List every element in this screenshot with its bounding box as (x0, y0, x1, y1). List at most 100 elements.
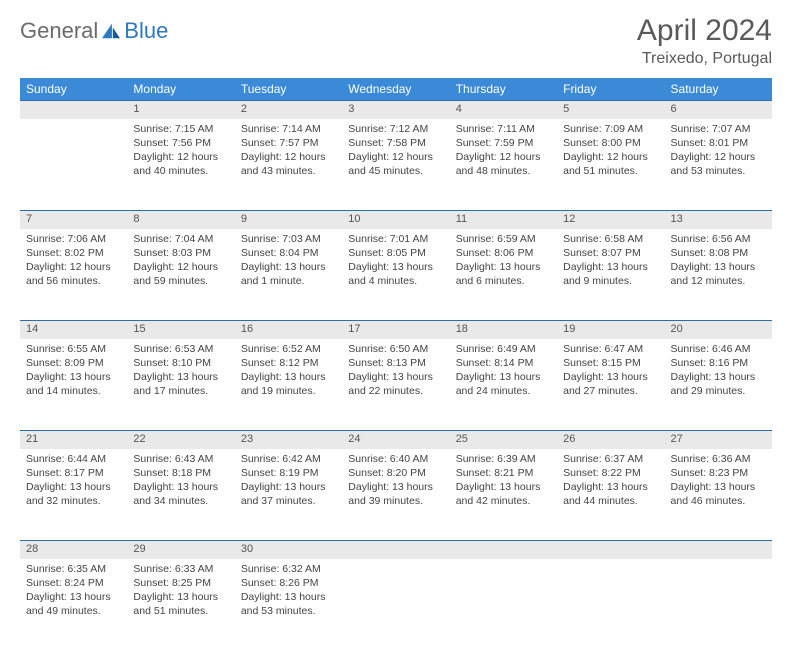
day-number-cell: 25 (450, 431, 557, 449)
day-number-cell: 19 (557, 321, 664, 339)
day-details: Sunrise: 6:42 AMSunset: 8:19 PMDaylight:… (235, 449, 342, 515)
day-number-row: 14151617181920 (20, 321, 772, 339)
day-cell: Sunrise: 6:58 AMSunset: 8:07 PMDaylight:… (557, 229, 664, 321)
location: Treixedo, Portugal (637, 50, 772, 68)
day-cell: Sunrise: 6:32 AMSunset: 8:26 PMDaylight:… (235, 559, 342, 651)
weekday-header: Saturday (665, 78, 772, 101)
day-number: 26 (557, 431, 664, 447)
day-details: Sunrise: 6:55 AMSunset: 8:09 PMDaylight:… (20, 339, 127, 405)
day-details: Sunrise: 7:14 AMSunset: 7:57 PMDaylight:… (235, 119, 342, 185)
day-number: 25 (450, 431, 557, 447)
logo-text-blue: Blue (124, 18, 168, 44)
day-cell: Sunrise: 6:55 AMSunset: 8:09 PMDaylight:… (20, 339, 127, 431)
day-cell: Sunrise: 7:01 AMSunset: 8:05 PMDaylight:… (342, 229, 449, 321)
day-details: Sunrise: 6:56 AMSunset: 8:08 PMDaylight:… (665, 229, 772, 295)
day-cell: Sunrise: 7:09 AMSunset: 8:00 PMDaylight:… (557, 119, 664, 211)
day-number: 3 (342, 101, 449, 117)
day-cell: Sunrise: 6:47 AMSunset: 8:15 PMDaylight:… (557, 339, 664, 431)
day-cell: Sunrise: 7:12 AMSunset: 7:58 PMDaylight:… (342, 119, 449, 211)
day-number: 8 (127, 211, 234, 227)
day-cell: Sunrise: 6:52 AMSunset: 8:12 PMDaylight:… (235, 339, 342, 431)
day-number: 23 (235, 431, 342, 447)
day-number-cell (342, 541, 449, 559)
day-number: 27 (665, 431, 772, 447)
day-number-cell: 23 (235, 431, 342, 449)
day-number-row: 123456 (20, 101, 772, 119)
day-number-cell: 14 (20, 321, 127, 339)
day-number-cell: 30 (235, 541, 342, 559)
day-details: Sunrise: 6:44 AMSunset: 8:17 PMDaylight:… (20, 449, 127, 515)
day-details: Sunrise: 7:04 AMSunset: 8:03 PMDaylight:… (127, 229, 234, 295)
day-details: Sunrise: 6:39 AMSunset: 8:21 PMDaylight:… (450, 449, 557, 515)
day-cell: Sunrise: 7:11 AMSunset: 7:59 PMDaylight:… (450, 119, 557, 211)
day-number-row: 78910111213 (20, 211, 772, 229)
day-details: Sunrise: 7:15 AMSunset: 7:56 PMDaylight:… (127, 119, 234, 185)
logo: General Blue (20, 18, 168, 44)
weekday-header: Monday (127, 78, 234, 101)
day-details: Sunrise: 6:49 AMSunset: 8:14 PMDaylight:… (450, 339, 557, 405)
day-cell: Sunrise: 7:06 AMSunset: 8:02 PMDaylight:… (20, 229, 127, 321)
day-number: 7 (20, 211, 127, 227)
day-details: Sunrise: 6:33 AMSunset: 8:25 PMDaylight:… (127, 559, 234, 625)
weekday-header: Wednesday (342, 78, 449, 101)
day-cell: Sunrise: 6:43 AMSunset: 8:18 PMDaylight:… (127, 449, 234, 541)
day-details: Sunrise: 6:36 AMSunset: 8:23 PMDaylight:… (665, 449, 772, 515)
day-cell: Sunrise: 7:04 AMSunset: 8:03 PMDaylight:… (127, 229, 234, 321)
month-title: April 2024 (637, 14, 772, 48)
day-number: 24 (342, 431, 449, 447)
day-content-row: Sunrise: 6:44 AMSunset: 8:17 PMDaylight:… (20, 449, 772, 541)
title-block: April 2024 Treixedo, Portugal (637, 14, 772, 68)
day-number-cell (450, 541, 557, 559)
calendar-table: Sunday Monday Tuesday Wednesday Thursday… (20, 78, 772, 651)
day-number-cell: 2 (235, 101, 342, 119)
day-details: Sunrise: 7:11 AMSunset: 7:59 PMDaylight:… (450, 119, 557, 185)
day-number: 16 (235, 321, 342, 337)
weekday-header: Tuesday (235, 78, 342, 101)
day-cell: Sunrise: 6:44 AMSunset: 8:17 PMDaylight:… (20, 449, 127, 541)
day-content-row: Sunrise: 7:06 AMSunset: 8:02 PMDaylight:… (20, 229, 772, 321)
day-cell: Sunrise: 6:53 AMSunset: 8:10 PMDaylight:… (127, 339, 234, 431)
day-number: 10 (342, 211, 449, 227)
day-number-cell: 12 (557, 211, 664, 229)
day-number-cell: 16 (235, 321, 342, 339)
day-number-cell: 28 (20, 541, 127, 559)
day-number: 17 (342, 321, 449, 337)
day-number-cell: 4 (450, 101, 557, 119)
day-number: 9 (235, 211, 342, 227)
day-number-cell: 1 (127, 101, 234, 119)
day-content-row: Sunrise: 7:15 AMSunset: 7:56 PMDaylight:… (20, 119, 772, 211)
day-details: Sunrise: 6:53 AMSunset: 8:10 PMDaylight:… (127, 339, 234, 405)
day-cell: Sunrise: 6:56 AMSunset: 8:08 PMDaylight:… (665, 229, 772, 321)
day-cell (665, 559, 772, 651)
day-number-cell: 27 (665, 431, 772, 449)
day-number: 18 (450, 321, 557, 337)
day-number-cell: 5 (557, 101, 664, 119)
day-cell (450, 559, 557, 651)
day-number: 22 (127, 431, 234, 447)
day-number: 21 (20, 431, 127, 447)
day-number-cell: 20 (665, 321, 772, 339)
day-cell: Sunrise: 6:50 AMSunset: 8:13 PMDaylight:… (342, 339, 449, 431)
day-details: Sunrise: 7:06 AMSunset: 8:02 PMDaylight:… (20, 229, 127, 295)
weekday-header: Thursday (450, 78, 557, 101)
day-number: 2 (235, 101, 342, 117)
day-cell: Sunrise: 6:59 AMSunset: 8:06 PMDaylight:… (450, 229, 557, 321)
day-details: Sunrise: 7:09 AMSunset: 8:00 PMDaylight:… (557, 119, 664, 185)
day-details: Sunrise: 6:52 AMSunset: 8:12 PMDaylight:… (235, 339, 342, 405)
day-number: 30 (235, 541, 342, 557)
day-details: Sunrise: 6:50 AMSunset: 8:13 PMDaylight:… (342, 339, 449, 405)
day-cell: Sunrise: 6:35 AMSunset: 8:24 PMDaylight:… (20, 559, 127, 651)
day-number-cell: 26 (557, 431, 664, 449)
day-number-cell: 15 (127, 321, 234, 339)
day-number: 20 (665, 321, 772, 337)
day-cell: Sunrise: 7:14 AMSunset: 7:57 PMDaylight:… (235, 119, 342, 211)
day-content-row: Sunrise: 6:35 AMSunset: 8:24 PMDaylight:… (20, 559, 772, 651)
day-details: Sunrise: 7:03 AMSunset: 8:04 PMDaylight:… (235, 229, 342, 295)
day-cell: Sunrise: 6:36 AMSunset: 8:23 PMDaylight:… (665, 449, 772, 541)
day-number-cell: 24 (342, 431, 449, 449)
day-number-cell: 6 (665, 101, 772, 119)
day-cell: Sunrise: 7:03 AMSunset: 8:04 PMDaylight:… (235, 229, 342, 321)
day-number: 11 (450, 211, 557, 227)
day-number: 6 (665, 101, 772, 117)
day-cell: Sunrise: 7:07 AMSunset: 8:01 PMDaylight:… (665, 119, 772, 211)
